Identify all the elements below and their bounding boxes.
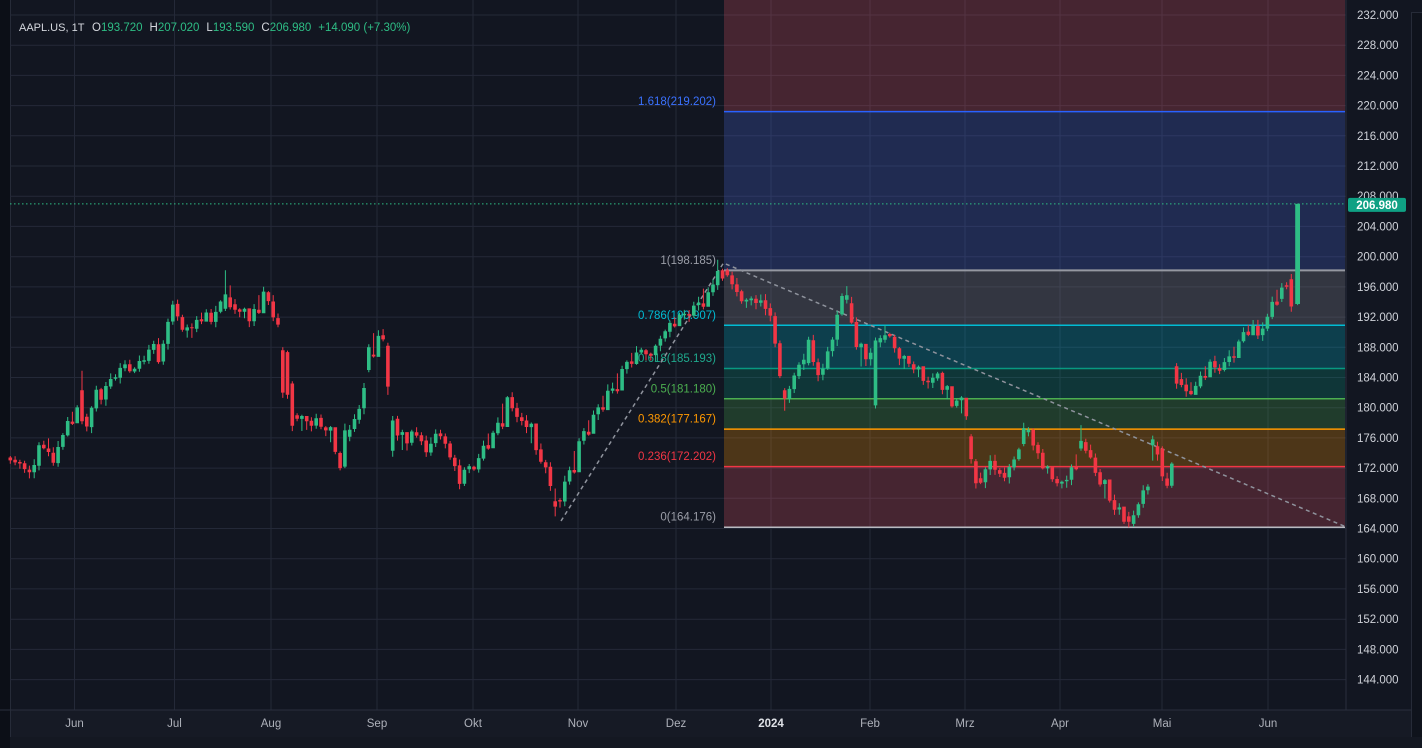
svg-text:180.000: 180.000 [1357,403,1399,415]
svg-text:232.000: 232.000 [1357,10,1399,22]
svg-text:200.000: 200.000 [1357,252,1399,264]
svg-text:176.000: 176.000 [1357,433,1399,445]
svg-text:152.000: 152.000 [1357,614,1399,626]
svg-text:144.000: 144.000 [1357,675,1399,687]
svg-text:0.786(190.907): 0.786(190.907) [638,310,716,322]
svg-text:228.000: 228.000 [1357,40,1399,52]
svg-text:0.236(172.202): 0.236(172.202) [638,451,716,463]
svg-text:164.000: 164.000 [1357,524,1399,536]
svg-text:Mrz: Mrz [955,718,974,730]
svg-text:220.000: 220.000 [1357,101,1399,113]
svg-text:160.000: 160.000 [1357,554,1399,566]
svg-text:2024: 2024 [758,718,784,730]
svg-text:168.000: 168.000 [1357,493,1399,505]
svg-text:224.000: 224.000 [1357,70,1399,82]
svg-text:196.000: 196.000 [1357,282,1399,294]
svg-text:Feb: Feb [860,718,880,730]
svg-text:172.000: 172.000 [1357,463,1399,475]
svg-text:206.980: 206.980 [1356,200,1398,212]
svg-text:212.000: 212.000 [1357,161,1399,173]
svg-text:0.382(177.167): 0.382(177.167) [638,414,716,426]
svg-text:0.618(185.193): 0.618(185.193) [638,353,716,365]
svg-text:Jun: Jun [1259,718,1278,730]
svg-text:Mai: Mai [1153,718,1172,730]
svg-text:Nov: Nov [568,718,589,730]
svg-text:188.000: 188.000 [1357,342,1399,354]
svg-text:Okt: Okt [464,718,483,730]
svg-text:Apr: Apr [1051,718,1069,730]
svg-text:Jul: Jul [167,718,182,730]
svg-text:156.000: 156.000 [1357,584,1399,596]
svg-text:216.000: 216.000 [1357,131,1399,143]
svg-text:204.000: 204.000 [1357,221,1399,233]
svg-text:0.5(181.180): 0.5(181.180) [651,383,716,395]
svg-text:184.000: 184.000 [1357,373,1399,385]
svg-text:Sep: Sep [367,718,387,730]
svg-text:Dez: Dez [666,718,687,730]
svg-text:148.000: 148.000 [1357,644,1399,656]
svg-text:1(198.185): 1(198.185) [660,255,716,267]
svg-text:1.618(219.202): 1.618(219.202) [638,96,716,108]
svg-text:Jun: Jun [65,718,84,730]
svg-text:Aug: Aug [261,718,281,730]
svg-text:AAPL.US, 1T: AAPL.US, 1T [19,22,85,34]
svg-text:0(164.176): 0(164.176) [660,512,716,524]
svg-text:192.000: 192.000 [1357,312,1399,324]
